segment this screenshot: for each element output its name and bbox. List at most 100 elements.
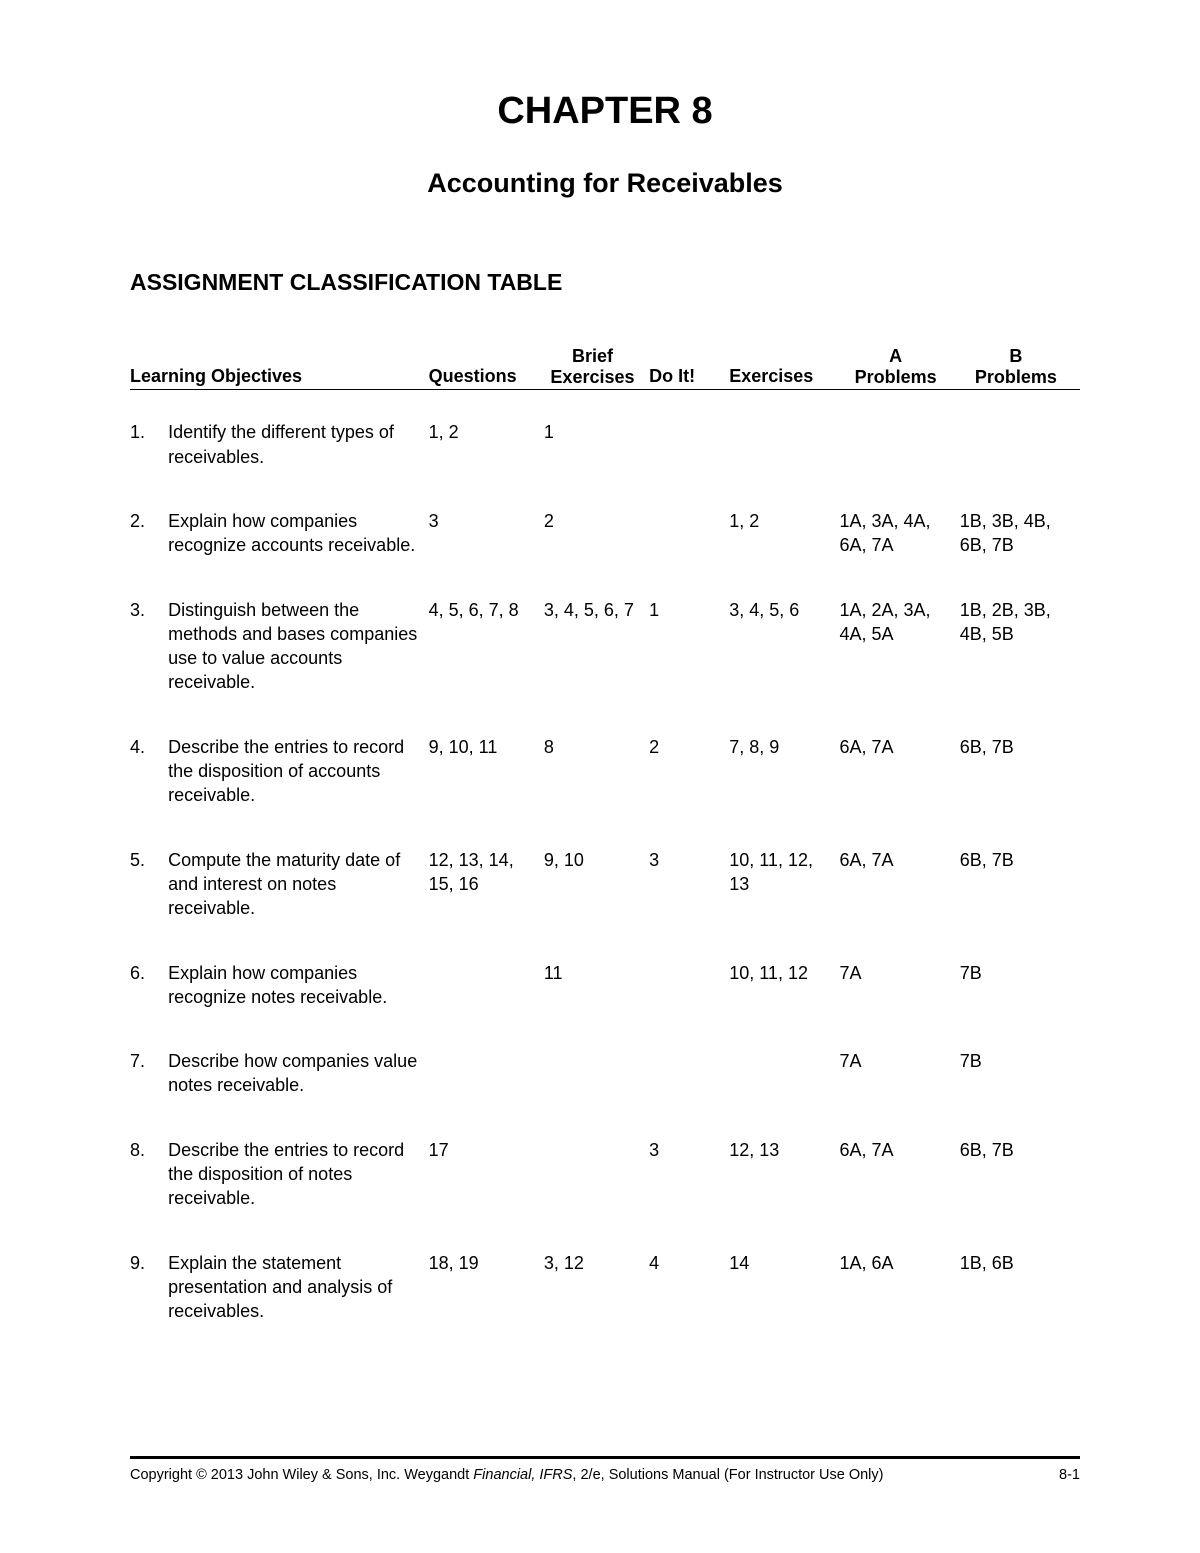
cell-objective: Explain the statement presentation and a… [168, 1231, 429, 1344]
cell-objective: Describe the entries to record the dispo… [168, 1118, 429, 1231]
cell-questions [429, 941, 544, 1030]
col-header-objectives: Learning Objectives [130, 346, 429, 390]
cell-a-problems [839, 390, 959, 489]
chapter-subtitle: Accounting for Receivables [130, 168, 1080, 199]
col-header-a-problems: A Problems [839, 346, 959, 390]
cell-number: 4. [130, 715, 168, 828]
cell-questions: 9, 10, 11 [429, 715, 544, 828]
cell-a-problems: 6A, 7A [839, 828, 959, 941]
cell-b-problems: 1B, 6B [960, 1231, 1080, 1344]
cell-questions: 18, 19 [429, 1231, 544, 1344]
cell-doit: 2 [649, 715, 729, 828]
cell-exercises: 3, 4, 5, 6 [729, 578, 839, 715]
cell-number: 8. [130, 1118, 168, 1231]
cell-doit [649, 390, 729, 489]
cell-questions: 4, 5, 6, 7, 8 [429, 578, 544, 715]
col-header-brief-exercises: Brief Exercises [544, 346, 649, 390]
cell-objective: Distinguish between the methods and base… [168, 578, 429, 715]
cell-exercises: 10, 11, 12, 13 [729, 828, 839, 941]
cell-number: 6. [130, 941, 168, 1030]
col-header-exercises: Exercises [729, 346, 839, 390]
cell-exercises: 12, 13 [729, 1118, 839, 1231]
table-row: 4.Describe the entries to record the dis… [130, 715, 1080, 828]
cell-objective: Identify the different types of receivab… [168, 390, 429, 489]
cell-b-problems: 6B, 7B [960, 828, 1080, 941]
cell-number: 5. [130, 828, 168, 941]
classification-table: Learning Objectives Questions Brief Exer… [130, 346, 1080, 1344]
chapter-title: CHAPTER 8 [130, 90, 1080, 133]
col-header-doit: Do It! [649, 346, 729, 390]
footer-page-number: 8-1 [1059, 1467, 1080, 1483]
cell-brief-exercises: 3, 4, 5, 6, 7 [544, 578, 649, 715]
cell-questions: 17 [429, 1118, 544, 1231]
col-header-brief-top: Brief [544, 346, 641, 367]
table-row: 6.Explain how companies recognize notes … [130, 941, 1080, 1030]
cell-brief-exercises: 2 [544, 489, 649, 578]
section-heading: ASSIGNMENT CLASSIFICATION TABLE [130, 269, 1080, 296]
col-header-bprob-bot: Problems [960, 367, 1072, 388]
cell-brief-exercises: 9, 10 [544, 828, 649, 941]
cell-exercises [729, 1029, 839, 1118]
cell-a-problems: 6A, 7A [839, 715, 959, 828]
cell-number: 3. [130, 578, 168, 715]
cell-doit: 4 [649, 1231, 729, 1344]
cell-number: 1. [130, 390, 168, 489]
col-header-bprob-top: B [960, 346, 1072, 367]
cell-brief-exercises: 8 [544, 715, 649, 828]
cell-a-problems: 1A, 2A, 3A, 4A, 5A [839, 578, 959, 715]
table-row: 9.Explain the statement presentation and… [130, 1231, 1080, 1344]
cell-b-problems: 6B, 7B [960, 715, 1080, 828]
table-row: 7.Describe how companies value notes rec… [130, 1029, 1080, 1118]
cell-doit: 1 [649, 578, 729, 715]
cell-brief-exercises: 11 [544, 941, 649, 1030]
cell-objective: Compute the maturity date of and interes… [168, 828, 429, 941]
cell-number: 9. [130, 1231, 168, 1344]
cell-brief-exercises: 1 [544, 390, 649, 489]
cell-exercises: 10, 11, 12 [729, 941, 839, 1030]
table-row: 3.Distinguish between the methods and ba… [130, 578, 1080, 715]
col-header-aprob-bot: Problems [839, 367, 951, 388]
col-header-brief-bot: Exercises [544, 367, 641, 388]
cell-b-problems: 7B [960, 941, 1080, 1030]
cell-b-problems: 1B, 2B, 3B, 4B, 5B [960, 578, 1080, 715]
col-header-b-problems: B Problems [960, 346, 1080, 390]
footer-book-title: Financial, IFRS [473, 1467, 572, 1483]
cell-a-problems: 7A [839, 941, 959, 1030]
cell-brief-exercises [544, 1029, 649, 1118]
table-row: 8.Describe the entries to record the dis… [130, 1118, 1080, 1231]
cell-doit: 3 [649, 828, 729, 941]
cell-questions [429, 1029, 544, 1118]
footer-rule [130, 1456, 1080, 1459]
table-row: 5.Compute the maturity date of and inter… [130, 828, 1080, 941]
footer-copyright: Copyright © 2013 John Wiley & Sons, Inc.… [130, 1467, 884, 1483]
cell-b-problems: 7B [960, 1029, 1080, 1118]
cell-brief-exercises [544, 1118, 649, 1231]
footer-suffix: , 2/e, Solutions Manual (For Instructor … [572, 1467, 883, 1483]
cell-objective: Describe the entries to record the dispo… [168, 715, 429, 828]
cell-b-problems: 6B, 7B [960, 1118, 1080, 1231]
cell-doit [649, 941, 729, 1030]
cell-doit [649, 489, 729, 578]
cell-questions: 3 [429, 489, 544, 578]
cell-objective: Explain how companies recognize accounts… [168, 489, 429, 578]
table-row: 1.Identify the different types of receiv… [130, 390, 1080, 489]
cell-number: 2. [130, 489, 168, 578]
cell-a-problems: 1A, 6A [839, 1231, 959, 1344]
cell-exercises: 14 [729, 1231, 839, 1344]
cell-objective: Describe how companies value notes recei… [168, 1029, 429, 1118]
table-row: 2.Explain how companies recognize accoun… [130, 489, 1080, 578]
cell-brief-exercises: 3, 12 [544, 1231, 649, 1344]
cell-b-problems: 1B, 3B, 4B, 6B, 7B [960, 489, 1080, 578]
col-header-aprob-top: A [839, 346, 951, 367]
cell-a-problems: 6A, 7A [839, 1118, 959, 1231]
cell-questions: 12, 13, 14, 15, 16 [429, 828, 544, 941]
footer-prefix: Copyright © 2013 John Wiley & Sons, Inc.… [130, 1467, 473, 1483]
cell-a-problems: 1A, 3A, 4A, 6A, 7A [839, 489, 959, 578]
table-body: 1.Identify the different types of receiv… [130, 390, 1080, 1344]
page-footer: Copyright © 2013 John Wiley & Sons, Inc.… [130, 1456, 1080, 1483]
cell-a-problems: 7A [839, 1029, 959, 1118]
cell-doit: 3 [649, 1118, 729, 1231]
cell-doit [649, 1029, 729, 1118]
cell-exercises: 7, 8, 9 [729, 715, 839, 828]
col-header-questions: Questions [429, 346, 544, 390]
